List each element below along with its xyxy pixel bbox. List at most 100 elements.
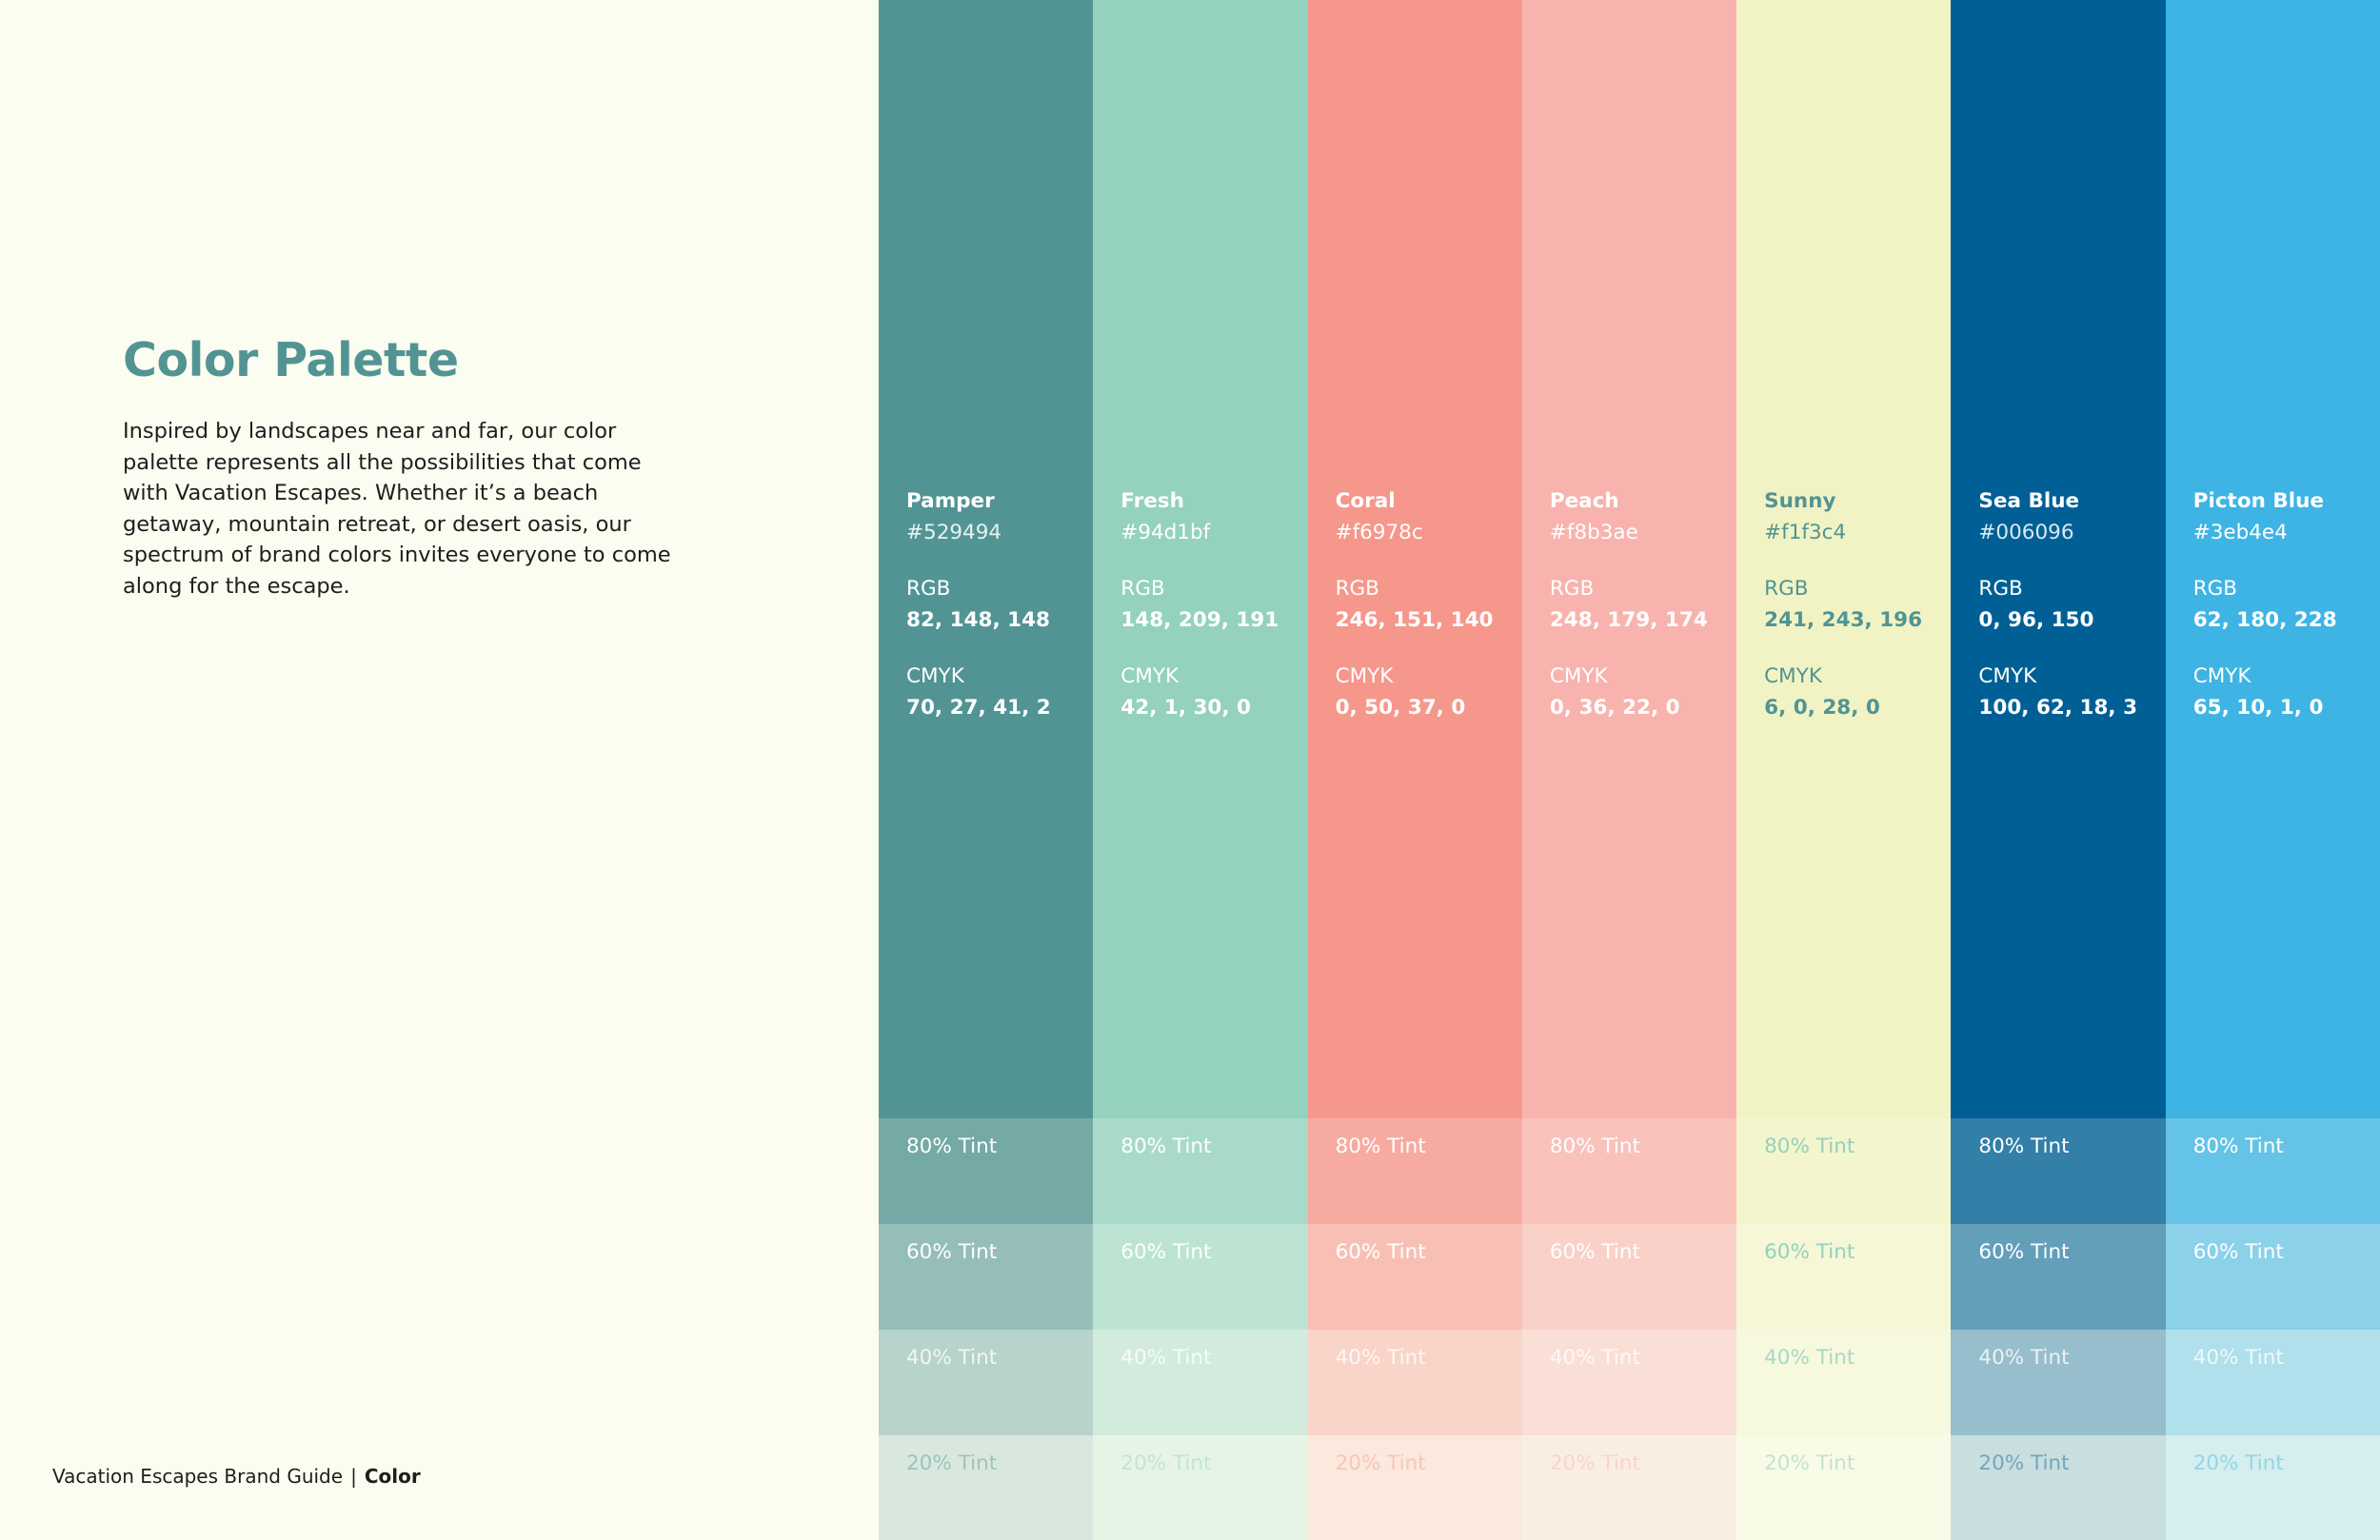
rgb-value: 82, 148, 148 (906, 608, 1050, 632)
color-hex: #3eb4e4 (2192, 521, 2288, 544)
tint-label: 40% Tint (1764, 1346, 1855, 1370)
cmyk-value: 65, 10, 1, 0 (2192, 696, 2324, 720)
tint-20: 20% Tint (1093, 1435, 1308, 1540)
color-name: Pamper (906, 489, 995, 513)
color-hex: #529494 (906, 521, 1002, 544)
tint-60: 60% Tint (1093, 1224, 1308, 1330)
swatch-coral: Coral #f6978c RGB 246, 151, 140 CMYK 0, 50, 3… (1307, 0, 1522, 1540)
rgb-label: RGB (1335, 577, 1379, 601)
swatch-sunny: Sunny #f1f3c4 RGB 241, 243, 196 CMYK 6, 0, 28… (1736, 0, 1952, 1540)
footer-guide-name: Vacation Escapes Brand Guide (52, 1465, 344, 1488)
page-title: Color Palette (123, 333, 459, 387)
color-hex: #006096 (1978, 521, 2074, 544)
tint-label: 80% Tint (1335, 1135, 1426, 1158)
tint-label: 20% Tint (1978, 1451, 2070, 1475)
rgb-value: 241, 243, 196 (1764, 608, 1923, 632)
tint-label: 40% Tint (1335, 1346, 1426, 1370)
tint-80: 80% Tint (2165, 1118, 2380, 1224)
footer-separator: | (350, 1465, 357, 1488)
tint-80: 80% Tint (1951, 1118, 2166, 1224)
cmyk-label: CMYK (1121, 664, 1180, 688)
tint-20: 20% Tint (1307, 1435, 1522, 1540)
tint-40: 40% Tint (1951, 1330, 2166, 1435)
rgb-value: 0, 96, 150 (1978, 608, 2094, 632)
tint-40: 40% Tint (1093, 1330, 1308, 1435)
tint-20: 20% Tint (2165, 1435, 2380, 1540)
rgb-value: 248, 179, 174 (1549, 608, 1708, 632)
color-hex: #94d1bf (1121, 521, 1211, 544)
tint-20: 20% Tint (1736, 1435, 1952, 1540)
tint-label: 60% Tint (1335, 1240, 1426, 1264)
swatch-info: Sea Blue #006096 RGB 0, 96, 150 CMYK 100, 62,… (1978, 485, 2137, 723)
tint-label: 40% Tint (1978, 1346, 2070, 1370)
swatch-info: Peach #f8b3ae RGB 248, 179, 174 CMYK 0, 36, 2… (1550, 485, 1708, 723)
swatch-main-color: Fresh #94d1bf RGB 148, 209, 191 CMYK 42, 1, 3… (1093, 0, 1308, 1118)
tint-80: 80% Tint (1093, 1118, 1308, 1224)
rgb-value: 148, 209, 191 (1121, 608, 1279, 632)
swatch-main-color: Pamper #529494 RGB 82, 148, 148 CMYK 70, 27, … (879, 0, 1094, 1118)
color-name: Peach (1549, 489, 1619, 513)
swatch-info: Sunny #f1f3c4 RGB 241, 243, 196 CMYK 6, 0, 28… (1764, 485, 1922, 723)
tint-label: 60% Tint (2192, 1240, 2284, 1264)
tint-label: 80% Tint (1978, 1135, 2070, 1158)
tint-80: 80% Tint (1521, 1118, 1737, 1224)
tint-label: 20% Tint (1121, 1451, 1212, 1475)
swatch-picton-blue: Picton Blue #3eb4e4 RGB 62, 180, 228 CMYK 65,… (2165, 0, 2380, 1540)
tint-40: 40% Tint (1521, 1330, 1737, 1435)
page-footer: Vacation Escapes Brand Guide | Color (52, 1465, 421, 1488)
cmyk-label: CMYK (1978, 664, 2037, 688)
tint-label: 60% Tint (1121, 1240, 1212, 1264)
swatch-info: Coral #f6978c RGB 246, 151, 140 CMYK 0, 50, 3… (1336, 485, 1494, 723)
tint-label: 80% Tint (1764, 1135, 1855, 1158)
tint-60: 60% Tint (2165, 1224, 2380, 1330)
swatch-peach: Peach #f8b3ae RGB 248, 179, 174 CMYK 0, 36, 2… (1521, 0, 1737, 1540)
page-description: Inspired by landscapes near and far, our… (123, 419, 671, 599)
tint-label: 20% Tint (906, 1451, 998, 1475)
rgb-label: RGB (1978, 577, 2023, 601)
color-name: Sunny (1764, 489, 1836, 513)
swatch-fresh: Fresh #94d1bf RGB 148, 209, 191 CMYK 42, 1, 3… (1093, 0, 1308, 1540)
tint-60: 60% Tint (1521, 1224, 1737, 1330)
tint-label: 80% Tint (2192, 1135, 2284, 1158)
rgb-label: RGB (1121, 577, 1165, 601)
tint-60: 60% Tint (1951, 1224, 2166, 1330)
tint-label: 20% Tint (1335, 1451, 1426, 1475)
rgb-label: RGB (1764, 577, 1809, 601)
tint-label: 60% Tint (1764, 1240, 1855, 1264)
tint-label: 40% Tint (906, 1346, 998, 1370)
cmyk-label: CMYK (1764, 664, 1822, 688)
tint-80: 80% Tint (1736, 1118, 1952, 1224)
swatch-main-color: Coral #f6978c RGB 246, 151, 140 CMYK 0, 50, 3… (1307, 0, 1522, 1118)
color-name: Fresh (1121, 489, 1184, 513)
cmyk-value: 70, 27, 41, 2 (906, 696, 1051, 720)
tint-80: 80% Tint (879, 1118, 1094, 1224)
swatch-main-color: Sea Blue #006096 RGB 0, 96, 150 CMYK 100, 62,… (1951, 0, 2166, 1118)
cmyk-value: 100, 62, 18, 3 (1978, 696, 2138, 720)
footer-section-name: Color (364, 1465, 421, 1488)
color-name: Sea Blue (1978, 489, 2080, 513)
color-hex: #f8b3ae (1549, 521, 1638, 544)
color-hex: #f6978c (1335, 521, 1423, 544)
swatch-sea-blue: Sea Blue #006096 RGB 0, 96, 150 CMYK 100, 62,… (1951, 0, 2166, 1540)
rgb-label: RGB (1549, 577, 1595, 601)
tint-label: 80% Tint (1121, 1135, 1212, 1158)
tint-60: 60% Tint (1736, 1224, 1952, 1330)
tint-label: 40% Tint (2192, 1346, 2284, 1370)
swatch-pamper: Pamper #529494 RGB 82, 148, 148 CMYK 70, 27, … (879, 0, 1094, 1540)
tint-label: 20% Tint (1549, 1451, 1640, 1475)
cmyk-value: 0, 50, 37, 0 (1335, 696, 1466, 720)
rgb-label: RGB (906, 577, 951, 601)
color-swatches: Pamper #529494 RGB 82, 148, 148 CMYK 70, 27, … (879, 0, 2380, 1540)
swatch-main-color: Peach #f8b3ae RGB 248, 179, 174 CMYK 0, 36, 2… (1521, 0, 1737, 1118)
rgb-value: 62, 180, 228 (2192, 608, 2337, 632)
tint-20: 20% Tint (1521, 1435, 1737, 1540)
tint-label: 60% Tint (1978, 1240, 2070, 1264)
tint-label: 80% Tint (906, 1135, 998, 1158)
swatch-main-color: Picton Blue #3eb4e4 RGB 62, 180, 228 CMYK 65,… (2165, 0, 2380, 1118)
cmyk-label: CMYK (1335, 664, 1394, 688)
swatch-info: Picton Blue #3eb4e4 RGB 62, 180, 228 CMYK 65,… (2193, 485, 2337, 723)
cmyk-value: 42, 1, 30, 0 (1121, 696, 1251, 720)
swatch-main-color: Sunny #f1f3c4 RGB 241, 243, 196 CMYK 6, 0, 28… (1736, 0, 1952, 1118)
tint-20: 20% Tint (879, 1435, 1094, 1540)
